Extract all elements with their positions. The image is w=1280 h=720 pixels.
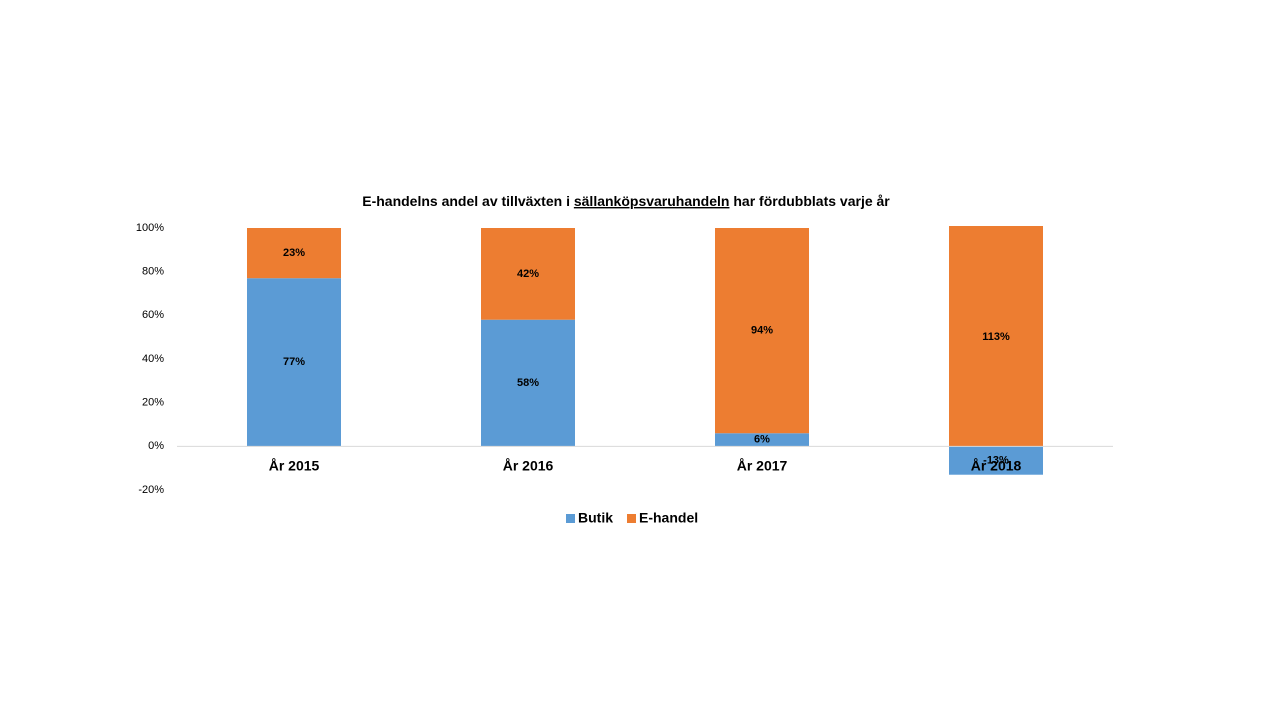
- data-label: 94%: [751, 325, 773, 337]
- y-tick-label: -20%: [138, 484, 164, 496]
- bar-segment: [247, 228, 341, 279]
- x-tick-label: År 2015: [269, 458, 320, 474]
- bar-segment: [481, 319, 575, 447]
- bar-segment: [949, 446, 1043, 475]
- y-tick-label: 60%: [142, 309, 164, 321]
- data-label: 58%: [517, 377, 539, 389]
- title-part: sällanköpsvaruhandeln: [574, 193, 730, 209]
- bar-segment: [949, 226, 1043, 447]
- x-tick-label: År 2016: [503, 458, 554, 474]
- bar-segment: [247, 278, 341, 447]
- legend-swatch: [566, 514, 575, 523]
- bar-segment: [481, 228, 575, 320]
- y-tick-label: 80%: [142, 266, 164, 278]
- data-label: 77%: [283, 356, 305, 368]
- title-part: E-handelns andel av tillväxten i: [362, 193, 574, 209]
- y-tick-label: 20%: [142, 397, 164, 409]
- y-tick-label: 0%: [148, 440, 164, 452]
- data-label: 42%: [517, 268, 539, 280]
- bars: [247, 226, 1043, 475]
- data-label: -13%: [983, 454, 1009, 466]
- x-tick-label: År 2018: [971, 458, 1022, 474]
- y-tick-label: 40%: [142, 353, 164, 365]
- x-tick-label: År 2017: [737, 458, 788, 474]
- y-tick-label: 100%: [136, 222, 164, 234]
- data-label: 113%: [982, 331, 1010, 343]
- bar-segment: [715, 228, 809, 434]
- bar-segment: [715, 433, 809, 447]
- data-label: 6%: [754, 434, 770, 446]
- title-part: har fördubblats varje år: [729, 193, 890, 209]
- data-label: 23%: [283, 247, 305, 259]
- chart-title: E-handelns andel av tillväxten i sällank…: [362, 193, 890, 209]
- legend-label: Butik: [578, 510, 613, 526]
- legend-label: E-handel: [639, 510, 698, 526]
- legend-swatch: [627, 514, 636, 523]
